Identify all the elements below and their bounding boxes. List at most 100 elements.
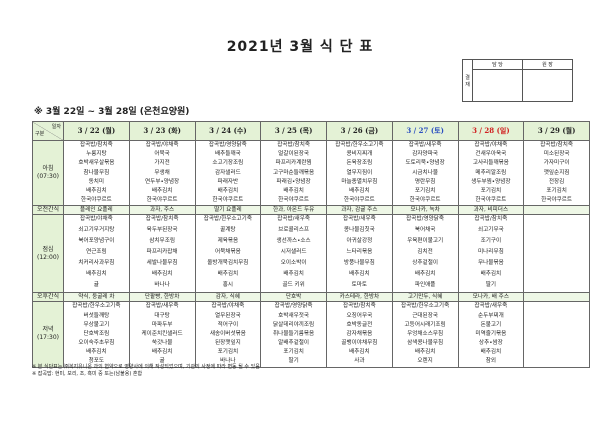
menu-item: 잡곡밥/야채죽: [211, 303, 245, 310]
menu-item: 잡곡밥/한우소고기죽: [72, 303, 121, 310]
menu-item: 잡곡밥/새우죽: [342, 216, 376, 223]
menu-item: [525, 348, 589, 357]
day-header: 3 / 26 (금): [326, 121, 393, 141]
menu-item: 파프리카계란찜: [275, 160, 312, 167]
menu-item: 브로콜리스프: [278, 227, 310, 234]
snack-row: 오후간식 약식, 둥굴레 차 단팥빵, 한방차 감자, 식혜 단호박 카스테라, 한방차 고…: [32, 292, 590, 303]
menu-item: 콩비지찌개: [346, 151, 373, 158]
menu-item: 무상불고기: [83, 321, 110, 328]
menu-item: 육두부된장국: [146, 227, 178, 234]
menu-cell: 잡곡밥/새우죽 감자양파국 도토리묵•양념장 시금치나물 명란무침 포기김치 한국야쿠르트: [391, 139, 459, 207]
menu-item: 배추김치: [151, 271, 173, 278]
meal-plan-table: 일자 구분 3 / 22 (월) 3 / 23 (화) 3 / 24 (수) 3 / …: [32, 121, 590, 368]
menu-item: 감자샐러드: [215, 169, 241, 176]
snack-row: 오전간식 플레인 요플레 과자, 주스 딸기 요플레 한과, 아몬드 두유 과자, 감귤 …: [32, 205, 590, 216]
menu-item: 우육편이불고기: [407, 238, 444, 245]
snack-cell: 과자, 감귤 주스: [326, 205, 393, 216]
day-header: 3 / 24 (수): [194, 121, 262, 141]
menu-item: 쇠고기무거지탕: [78, 227, 115, 234]
menu-item: 잡곡밥/참치죽: [79, 142, 113, 148]
menu-item: 적어구이: [217, 321, 239, 328]
snack-cell: 과자, 비피더스: [457, 205, 525, 216]
menu-item: 한국야쿠르트: [343, 197, 375, 204]
menu-item: 배추김치: [151, 349, 173, 356]
meal-time: (12:00): [37, 253, 59, 261]
menu-item: 닭살데리야끼조림: [273, 321, 315, 328]
approval-director-sign[interactable]: [522, 69, 573, 102]
menu-item: 배추김치: [283, 187, 304, 194]
menu-item: 알배추겉절이: [278, 340, 310, 347]
snack-cell: 플레인 요플레: [63, 205, 130, 216]
snack-cell: 모나카, 배 주스: [457, 292, 525, 303]
menu-item: 세발나물무침: [146, 260, 178, 267]
snack-cell: 과자, 주스: [128, 205, 196, 216]
row-label: 오후간식: [32, 292, 64, 303]
menu-item: 파인애플: [414, 282, 436, 289]
menu-item: 배추김치: [414, 349, 436, 356]
menu-cell: 잡곡밥/참치죽 누룽지탕 호박새우살볶음 참나물무침 동치미 배추김치 한국야쿠르트: [63, 139, 130, 207]
menu-item: 포기김치: [480, 187, 502, 194]
menu-cell: 잡곡밥/새우죽 콩나물김칫국 아귀살강정 느타리볶음 방풍나물무침 배추김치 토마토: [326, 214, 393, 294]
menu-item: 북어포양념구이: [78, 238, 115, 245]
menu-item: 명란무침: [414, 178, 436, 185]
menu-item: 한국야쿠르트: [278, 197, 310, 204]
approval-staff-header: 담 당: [472, 59, 523, 70]
approval-box: 결 재 담 당 원 장: [462, 59, 573, 102]
menu-item: 소고기장조림: [212, 160, 244, 167]
snack-cell: 단팥빵, 한방차: [128, 292, 196, 303]
menu-item: 배추들깨국: [215, 151, 241, 158]
footnote: ※ 본 식단표는 ㈜복지유니온 과의 협약으로 영양사에 의해 작성되었으며, …: [32, 364, 260, 370]
menu-item: [525, 357, 589, 366]
menu-item: 귤: [93, 282, 99, 289]
menu-cell: 잡곡밥/야채죽 건새우아욱국 고사리들깨볶음 메추리알조림 생두부찜•양념장 포기김치 한국…: [457, 139, 525, 207]
menu-item: 감자양파국: [412, 151, 438, 158]
menu-item: 한국야쿠르트: [146, 197, 178, 204]
menu-item: 건새우아욱국: [475, 151, 507, 158]
menu-item: 가지전: [154, 160, 170, 167]
footnote: ※ 잡곡밥: 현미, 보리, 조, 흑미 중 또는(남불용) 혼합: [32, 371, 143, 377]
meal-row: 저녁 (17:30) 잡곡밥/한우소고기죽 버섯들깨탕 무상불고기 단호박조림 오이숙주초무…: [32, 301, 590, 368]
menu-item: 한국야쿠르트: [475, 197, 507, 204]
menu-item: 마늘종멸치무침: [341, 178, 378, 185]
menu-item: 고구마순들깨볶음: [273, 169, 315, 176]
menu-item: 오이숙주초무침: [78, 340, 115, 347]
menu-cell: 잡곡밥/새우죽 대구탕 마파두부 케이준치킨샐러드 쑥갓나물 배추김치 귤: [128, 301, 196, 368]
menu-item: 홍시: [222, 282, 234, 289]
menu-cell: 잡곡밥/참치죽 오징어무국 호박동글전 감자채볶음 골뱅이야채무침 배추김치 사과: [326, 301, 393, 368]
menu-item: 쑥갓나물: [151, 340, 173, 347]
snack-cell: 한과, 아몬드 두유: [260, 205, 327, 216]
menu-cell: 잡곡밥/한우소고기죽 꿀계탕 제육볶음 어묵채볶음 올방개묵김치무침 배추김치 홍시: [194, 214, 262, 294]
menu-item: 마파두부: [151, 321, 173, 328]
menu-item: 버섯들깨탕: [83, 312, 110, 319]
menu-item: 잡곡밥/야채죽: [145, 142, 179, 148]
menu-item: 배추김치: [283, 271, 304, 278]
menu-item: 배추김치: [480, 271, 502, 278]
menu-item: 배추김치: [86, 271, 107, 278]
menu-item: 깻잎순지짐: [543, 169, 570, 176]
menu-item: 연근조림: [86, 249, 107, 256]
menu-item: 파프리카잡채: [146, 249, 178, 256]
menu-item: 돈불고기: [480, 321, 502, 328]
menu-item: 잡곡밥/참치죽: [342, 303, 376, 310]
menu-item: 치커리사과무침: [78, 260, 115, 267]
approval-staff-sign[interactable]: [472, 69, 523, 102]
day-header: 3 / 29 (월): [523, 121, 590, 141]
menu-item: 잡곡밥/참치죽: [145, 216, 179, 223]
menu-cell: 잡곡밥/참치죽 육두부된장국 삼치무조림 파프리카잡채 세발나물무침 배추김치 바나나: [128, 214, 196, 294]
menu-item: 배추김치: [217, 187, 239, 194]
menu-item: 새송이버섯볶음: [209, 330, 246, 337]
menu-item: 무나물볶음: [478, 260, 504, 267]
menu-item: 잡곡밥/새우죽: [145, 303, 179, 310]
menu-item: 동치미: [88, 178, 105, 185]
menu-cell: 잡곡밥/한우소고기죽 근대된장국 고등어시래기조림 우엉채소스무침 삼색콩나물무침 배추김…: [391, 301, 459, 368]
menu-item: 한국야쿠르트: [80, 197, 112, 204]
menu-item: 도토리묵•양념장: [405, 160, 445, 167]
menu-item: 순두부찌개: [478, 312, 504, 319]
menu-item: 삼색콩나물무침: [407, 340, 444, 347]
menu-item: 열무지짐이: [346, 169, 373, 176]
menu-item: 단호박조림: [83, 330, 110, 337]
footnotes: ※ 본 식단표는 ㈜복지유니온 과의 협약으로 영양사에 의해 작성되었으며, …: [32, 364, 260, 378]
menu-item: 파래김•양념장: [276, 178, 311, 185]
menu-item: 꿀계탕: [220, 227, 236, 234]
snack-cell: 감자, 식혜: [194, 292, 262, 303]
